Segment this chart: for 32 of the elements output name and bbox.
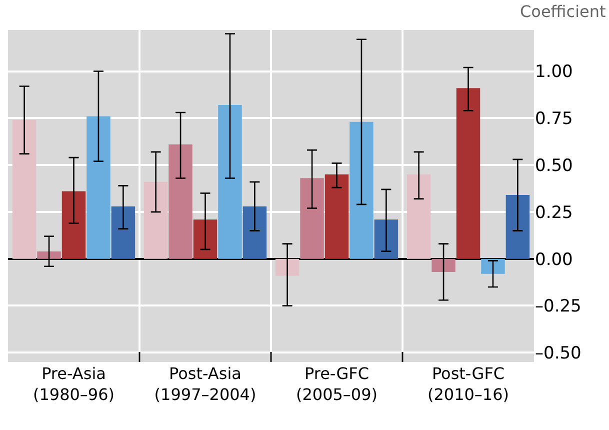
bar (111, 206, 136, 259)
y-tick-label: 0.50 (535, 156, 573, 176)
bar (37, 251, 61, 259)
y-tick-label: 1.00 (535, 62, 573, 82)
y-tick-label: 0.25 (535, 202, 573, 223)
bar (86, 116, 110, 259)
bar (506, 195, 530, 259)
bar (374, 219, 398, 259)
y-tick-label: –0.25 (535, 296, 582, 317)
bar (193, 219, 218, 259)
y-tick-label: 0.00 (535, 250, 573, 270)
bar (456, 88, 480, 259)
x-tick-label: Pre-Asia (1980–96) (32, 364, 115, 404)
bar (168, 144, 192, 259)
x-tick-label: Post-Asia (1997–2004) (154, 364, 256, 404)
bar (242, 206, 267, 259)
bar (481, 258, 505, 274)
y-tick-label: –0.50 (535, 344, 582, 364)
x-tick-label: Post-GFC (2010–16) (427, 364, 510, 404)
bar (144, 182, 168, 259)
bar (432, 258, 456, 272)
bar (324, 174, 349, 259)
bar (406, 174, 431, 259)
bar (12, 120, 36, 259)
bar (218, 105, 242, 259)
x-tick-label: Pre-GFC (2005–09) (296, 364, 378, 404)
bar (62, 191, 86, 259)
bar (275, 258, 300, 276)
y-tick-label: 0.75 (535, 109, 573, 130)
y-axis-title: Coefficient (520, 2, 606, 21)
bar (350, 122, 374, 259)
bar (300, 178, 324, 259)
